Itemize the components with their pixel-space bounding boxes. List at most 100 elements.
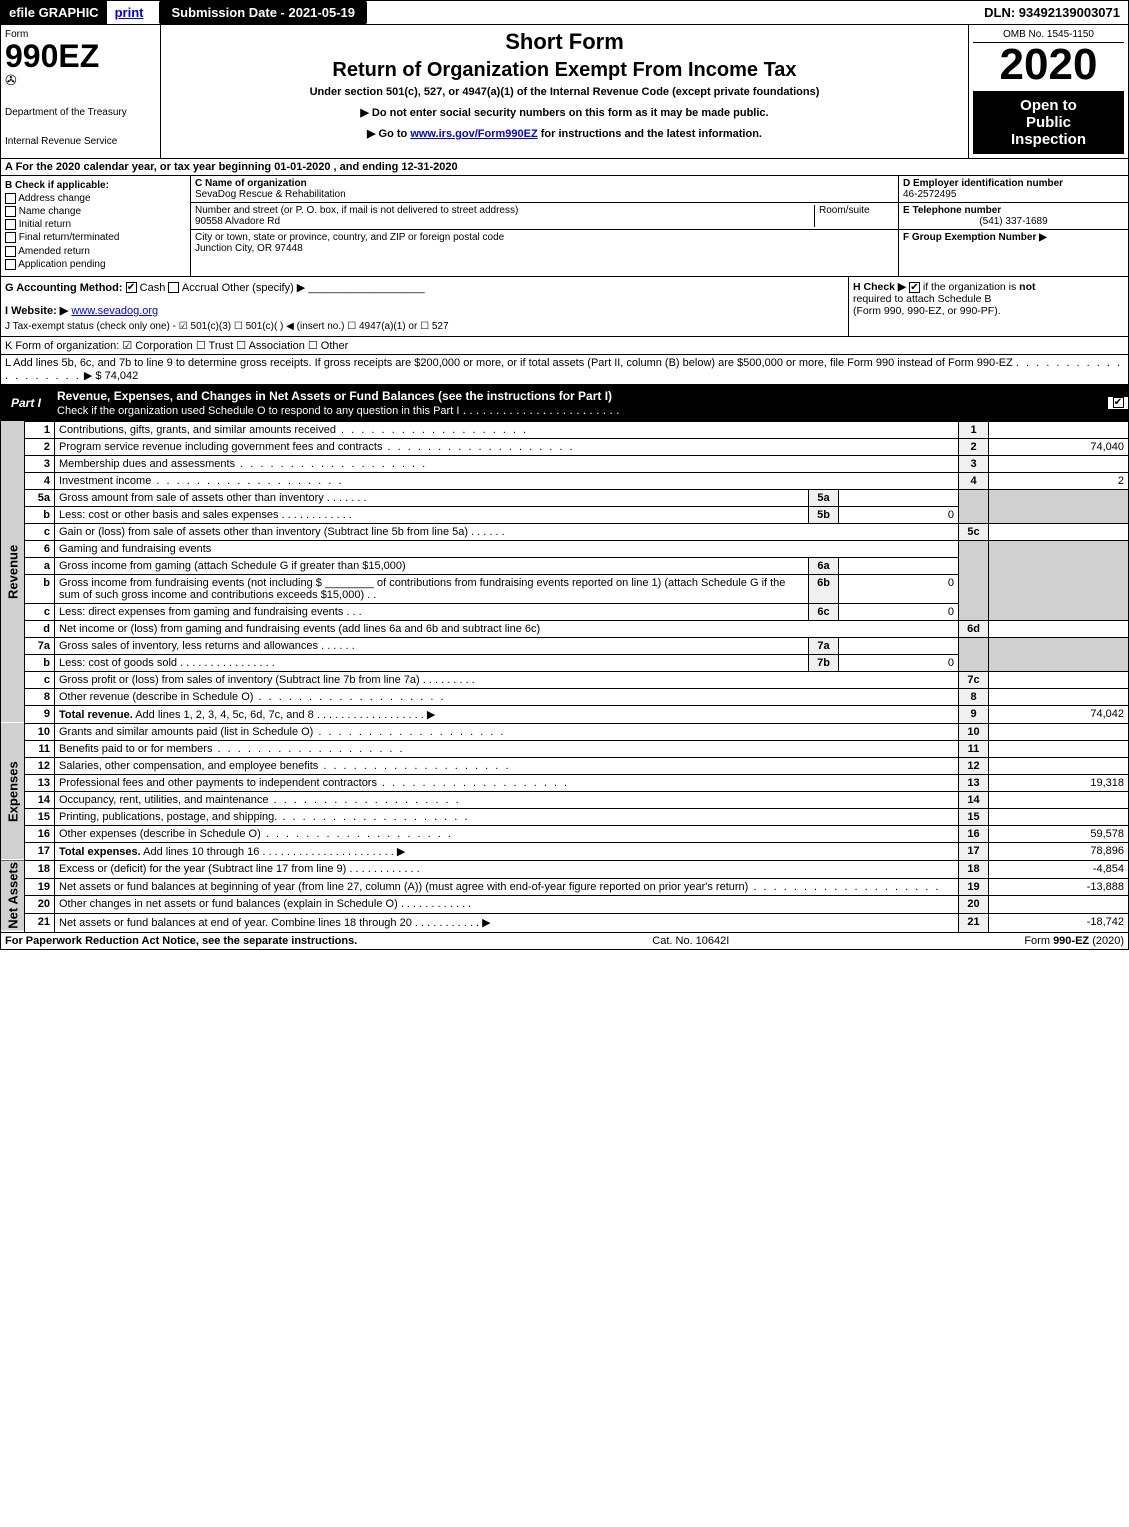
part1-header: Part I Revenue, Expenses, and Changes in… xyxy=(0,385,1129,421)
short-form-title: Short Form xyxy=(165,29,964,55)
line13-amount: 19,318 xyxy=(989,774,1129,791)
open-line2: Public xyxy=(979,114,1118,131)
submission-date: Submission Date - 2021-05-19 xyxy=(159,1,367,24)
part1-table: Revenue 1 Contributions, gifts, grants, … xyxy=(0,421,1129,933)
gross-receipts-value: 74,042 xyxy=(105,370,139,382)
line7c-amount xyxy=(989,671,1129,688)
line15-amount xyxy=(989,808,1129,825)
irs-logo-icon: ✇ xyxy=(5,72,156,89)
row-j-tax-exempt: J Tax-exempt status (check only one) - ☑… xyxy=(5,321,844,332)
open-line3: Inspection xyxy=(979,131,1118,148)
line1-amount xyxy=(989,421,1129,438)
row-k-form-org: K Form of organization: ☑ Corporation ☐ … xyxy=(0,337,1129,355)
dln: DLN: 93492139003071 xyxy=(976,1,1128,24)
column-c-org-info: C Name of organization SevaDog Rescue & … xyxy=(191,176,898,276)
irs-name: Internal Revenue Service xyxy=(5,136,156,147)
website-link[interactable]: www.sevadog.org xyxy=(71,305,158,317)
line20-amount xyxy=(989,896,1129,914)
column-d-ein-phone: D Employer identification number 46-2572… xyxy=(898,176,1128,276)
street-label: Number and street (or P. O. box, if mail… xyxy=(195,205,518,216)
chk-cash[interactable] xyxy=(126,282,137,293)
chk-schedule-b[interactable] xyxy=(909,282,920,293)
line5b-amount: 0 xyxy=(839,506,959,523)
line12-amount xyxy=(989,757,1129,774)
city-state-zip: Junction City, OR 97448 xyxy=(195,243,303,254)
footer-right: Form 990-EZ (2020) xyxy=(1024,935,1124,947)
line10-amount xyxy=(989,723,1129,740)
row-g-h: G Accounting Method: Cash Accrual Other … xyxy=(0,277,1129,337)
footer-left: For Paperwork Reduction Act Notice, see … xyxy=(5,935,357,947)
line9-amount: 74,042 xyxy=(989,705,1129,723)
section-subtitle: Under section 501(c), 527, or 4947(a)(1)… xyxy=(165,86,964,98)
line2-amount: 74,040 xyxy=(989,438,1129,455)
print-link[interactable]: print xyxy=(107,1,152,24)
form-number: 990EZ xyxy=(5,40,156,72)
ein-value: 46-2572495 xyxy=(903,189,956,200)
ssn-warning: ▶ Do not enter social security numbers o… xyxy=(165,106,964,119)
entity-block: B Check if applicable: Address change Na… xyxy=(0,176,1129,277)
footer-catno: Cat. No. 10642I xyxy=(357,935,1024,947)
line6d-amount xyxy=(989,620,1129,637)
chk-amended-return[interactable]: Amended return xyxy=(5,246,186,257)
line17-amount: 78,896 xyxy=(989,842,1129,860)
chk-name-change[interactable]: Name change xyxy=(5,206,186,217)
row-g-accounting: G Accounting Method: Cash Accrual Other … xyxy=(1,277,848,336)
footer: For Paperwork Reduction Act Notice, see … xyxy=(0,933,1129,950)
line16-amount: 59,578 xyxy=(989,825,1129,842)
chk-initial-return[interactable]: Initial return xyxy=(5,219,186,230)
ein-label: D Employer identification number xyxy=(903,178,1063,189)
line19-amount: -13,888 xyxy=(989,878,1129,896)
part1-title: Revenue, Expenses, and Changes in Net As… xyxy=(51,386,1108,420)
group-exemption-label: F Group Exemption Number ▶ xyxy=(903,232,1047,243)
open-to-public: Open to Public Inspection xyxy=(973,91,1124,154)
return-title: Return of Organization Exempt From Incom… xyxy=(165,59,964,82)
line5a-amount xyxy=(839,489,959,506)
city-label: City or town, state or province, country… xyxy=(195,232,504,243)
form-header-center: Short Form Return of Organization Exempt… xyxy=(161,25,968,158)
efile-graphic-label: efile GRAPHIC xyxy=(1,1,107,24)
part1-tab: Part I xyxy=(1,393,51,413)
line7a-amount xyxy=(839,637,959,654)
tax-year: 2020 xyxy=(973,43,1124,87)
side-label-netassets: Net Assets xyxy=(1,860,25,932)
part1-schedule-o-check[interactable] xyxy=(1108,397,1128,409)
line6a-amount xyxy=(839,557,959,574)
line4-amount: 2 xyxy=(989,472,1129,489)
form-header-right: OMB No. 1545-1150 2020 Open to Public In… xyxy=(968,25,1128,158)
chk-accrual[interactable] xyxy=(168,282,179,293)
form-header: Form 990EZ ✇ Department of the Treasury … xyxy=(0,25,1129,159)
room-suite-label: Room/suite xyxy=(814,205,894,227)
line11-amount xyxy=(989,740,1129,757)
line6b-amount: 0 xyxy=(839,574,959,603)
irs-link[interactable]: www.irs.gov/Form990EZ xyxy=(410,128,537,140)
row-h-schedule-b: H Check ▶ if the organization is not req… xyxy=(848,277,1128,336)
phone-value: (541) 337-1689 xyxy=(903,216,1124,227)
line3-amount xyxy=(989,455,1129,472)
street-address: 90558 Alvadore Rd xyxy=(195,216,280,227)
line5c-amount xyxy=(989,523,1129,540)
chk-final-return[interactable]: Final return/terminated xyxy=(5,232,186,243)
line18-amount: -4,854 xyxy=(989,860,1129,878)
col-b-header: B Check if applicable: xyxy=(5,180,186,191)
row-a-tax-year: A For the 2020 calendar year, or tax yea… xyxy=(0,159,1129,176)
line6c-amount: 0 xyxy=(839,603,959,620)
i-label: I Website: ▶ xyxy=(5,305,68,317)
org-name-label: C Name of organization xyxy=(195,178,307,189)
topbar: efile GRAPHIC print Submission Date - 20… xyxy=(0,0,1129,25)
line8-amount xyxy=(989,688,1129,705)
line7b-amount: 0 xyxy=(839,654,959,671)
line14-amount xyxy=(989,791,1129,808)
side-label-expenses: Expenses xyxy=(1,723,25,860)
column-b-checkboxes: B Check if applicable: Address change Na… xyxy=(1,176,191,276)
phone-label: E Telephone number xyxy=(903,205,1001,216)
open-line1: Open to xyxy=(979,97,1118,114)
goto-instructions: ▶ Go to www.irs.gov/Form990EZ for instru… xyxy=(165,127,964,140)
form-header-left: Form 990EZ ✇ Department of the Treasury … xyxy=(1,25,161,158)
chk-application-pending[interactable]: Application pending xyxy=(5,259,186,270)
treasury-dept: Department of the Treasury xyxy=(5,107,156,118)
side-label-revenue: Revenue xyxy=(1,421,25,723)
org-name: SevaDog Rescue & Rehabilitation xyxy=(195,189,346,200)
g-label: G Accounting Method: xyxy=(5,282,123,294)
row-l-gross-receipts: L Add lines 5b, 6c, and 7b to line 9 to … xyxy=(0,355,1129,385)
chk-address-change[interactable]: Address change xyxy=(5,193,186,204)
